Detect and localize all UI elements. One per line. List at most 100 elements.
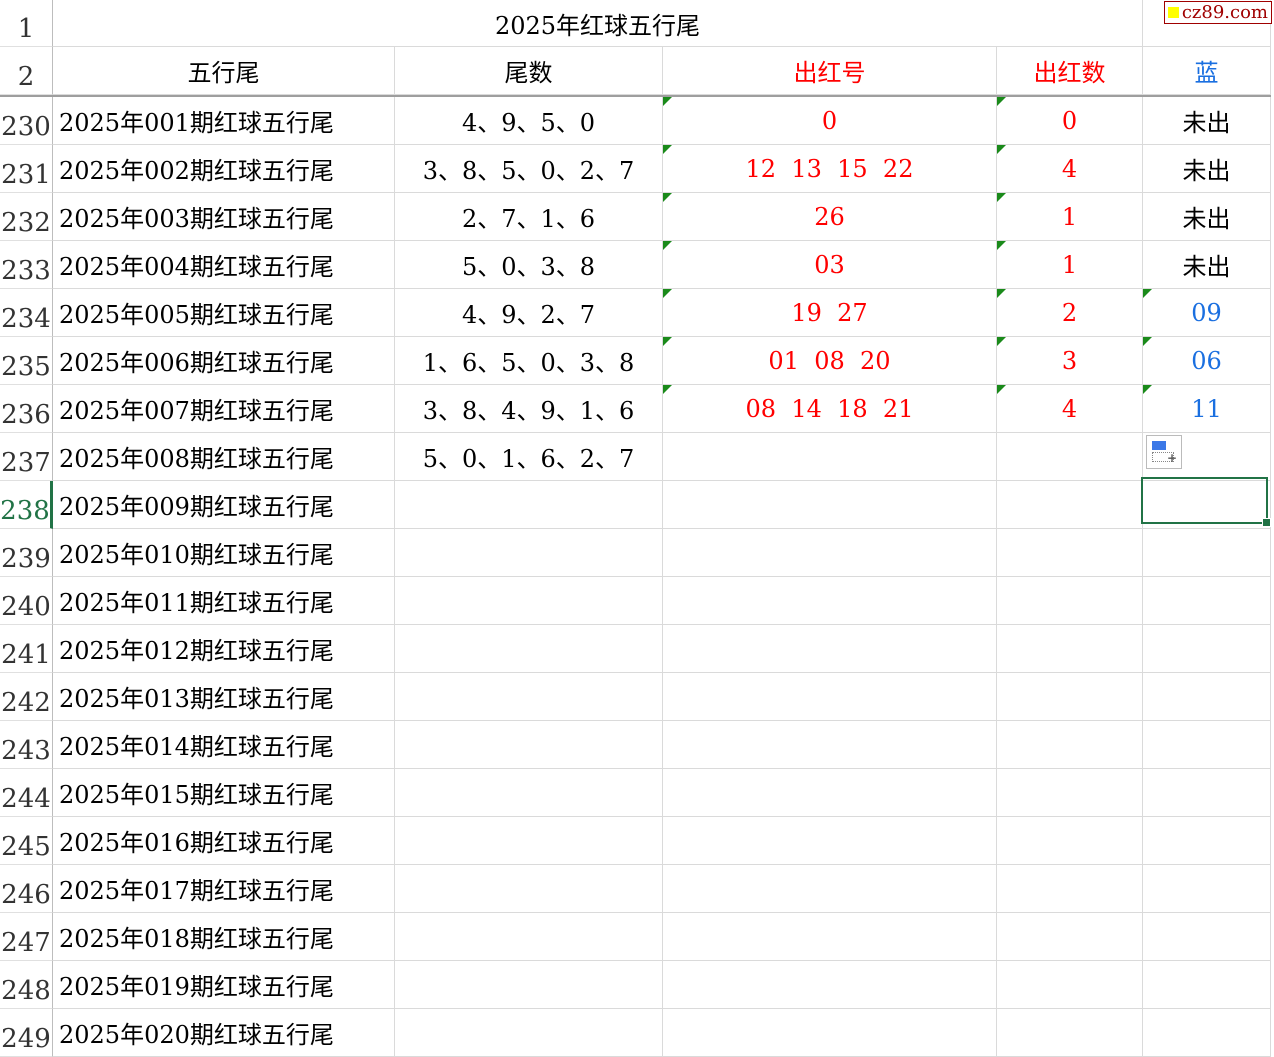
cell-period[interactable]: 2025年015期红球五行尾 [53,769,395,817]
row-header[interactable]: 231 [0,145,53,193]
cell-weishu[interactable]: 2、7、1、6 [395,193,663,241]
cell-red-numbers[interactable]: 08 14 18 21 [663,385,997,433]
cell-red-numbers[interactable]: 0 [663,97,997,145]
cell-weishu[interactable] [395,961,663,1009]
cell-weishu[interactable]: 5、0、3、8 [395,241,663,289]
cell-red-count[interactable] [997,721,1143,769]
cell-period[interactable]: 2025年009期红球五行尾 [53,481,395,529]
cell-red-numbers[interactable]: 03 [663,241,997,289]
cell-red-numbers[interactable] [663,865,997,913]
cell-blue[interactable] [1143,961,1271,1009]
cell-blue[interactable] [1143,673,1271,721]
row-header[interactable]: 240 [0,577,53,625]
cell-period[interactable]: 2025年017期红球五行尾 [53,865,395,913]
cell-period[interactable]: 2025年011期红球五行尾 [53,577,395,625]
row-header[interactable]: 239 [0,529,53,577]
cell-weishu[interactable]: 3、8、5、0、2、7 [395,145,663,193]
cell-blue[interactable] [1143,1009,1271,1057]
cell-red-numbers[interactable] [663,1009,997,1057]
cell-weishu[interactable] [395,577,663,625]
header-weishu[interactable]: 尾数 [395,47,663,95]
cell-weishu[interactable] [395,817,663,865]
cell-weishu[interactable] [395,625,663,673]
cell-period[interactable]: 2025年004期红球五行尾 [53,241,395,289]
cell-blue[interactable] [1143,913,1271,961]
cell-red-numbers[interactable]: 19 27 [663,289,997,337]
cell-blue[interactable] [1143,481,1271,529]
cell-red-count[interactable]: 0 [997,97,1143,145]
cell-red-count[interactable] [997,769,1143,817]
cell-period[interactable]: 2025年008期红球五行尾 [53,433,395,481]
cell-blue[interactable] [1143,529,1271,577]
row-header[interactable]: 234 [0,289,53,337]
row-header[interactable]: 248 [0,961,53,1009]
cell-red-numbers[interactable] [663,433,997,481]
cell-red-count[interactable]: 4 [997,145,1143,193]
cell-weishu[interactable]: 3、8、4、9、1、6 [395,385,663,433]
header-lan[interactable]: 蓝 [1143,47,1271,95]
cell-period[interactable]: 2025年014期红球五行尾 [53,721,395,769]
cell-red-count[interactable]: 1 [997,193,1143,241]
cell-red-numbers[interactable] [663,817,997,865]
row-header[interactable]: 247 [0,913,53,961]
cell-blue[interactable] [1143,625,1271,673]
cell-red-count[interactable] [997,817,1143,865]
cell-weishu[interactable]: 1、6、5、0、3、8 [395,337,663,385]
cell-period[interactable]: 2025年018期红球五行尾 [53,913,395,961]
row-header[interactable]: 244 [0,769,53,817]
cell-weishu[interactable] [395,673,663,721]
cell-period[interactable]: 2025年013期红球五行尾 [53,673,395,721]
cell-red-count[interactable] [997,673,1143,721]
cell-red-numbers[interactable] [663,913,997,961]
cell-red-count[interactable]: 4 [997,385,1143,433]
row-header[interactable]: 1 [0,0,53,47]
row-header[interactable]: 235 [0,337,53,385]
cell-weishu[interactable] [395,769,663,817]
cell-weishu[interactable] [395,721,663,769]
cell-weishu[interactable]: 4、9、2、7 [395,289,663,337]
cell-period[interactable]: 2025年012期红球五行尾 [53,625,395,673]
row-header[interactable]: 2 [0,47,53,95]
cell-red-count[interactable] [997,625,1143,673]
row-header[interactable]: 245 [0,817,53,865]
cell-red-count[interactable] [997,529,1143,577]
cell-period[interactable]: 2025年016期红球五行尾 [53,817,395,865]
cell-blue[interactable]: 11 [1143,385,1271,433]
sheet-title-cell[interactable]: 2025年红球五行尾 [53,0,1143,47]
cell-blue[interactable]: 09 [1143,289,1271,337]
row-header[interactable]: 246 [0,865,53,913]
cell-red-count[interactable] [997,481,1143,529]
row-header[interactable]: 232 [0,193,53,241]
cell-blue[interactable]: 未出 [1143,241,1271,289]
row-header[interactable]: 233 [0,241,53,289]
row-header[interactable]: 237 [0,433,53,481]
cell-red-numbers[interactable] [663,721,997,769]
row-header[interactable]: 249 [0,1009,53,1057]
row-header[interactable]: 243 [0,721,53,769]
cell-red-count[interactable] [997,433,1143,481]
cell-blue[interactable] [1143,769,1271,817]
cell-weishu[interactable]: 5、0、1、6、2、7 [395,433,663,481]
cell-weishu[interactable] [395,529,663,577]
cell-blue[interactable] [1143,433,1271,481]
cell-blue[interactable]: 06 [1143,337,1271,385]
cell-period[interactable]: 2025年001期红球五行尾 [53,97,395,145]
cell-period[interactable]: 2025年003期红球五行尾 [53,193,395,241]
cell-red-count[interactable] [997,577,1143,625]
header-chuhonghao[interactable]: 出红号 [663,47,997,95]
cell-red-numbers[interactable] [663,961,997,1009]
cell-red-count[interactable]: 1 [997,241,1143,289]
cell-weishu[interactable] [395,913,663,961]
row-header[interactable]: 241 [0,625,53,673]
cell-period[interactable]: 2025年010期红球五行尾 [53,529,395,577]
cell-red-numbers[interactable] [663,673,997,721]
cell-red-numbers[interactable] [663,481,997,529]
cell-red-numbers[interactable]: 26 [663,193,997,241]
cell-red-count[interactable]: 3 [997,337,1143,385]
cell-red-numbers[interactable] [663,529,997,577]
cell-weishu[interactable] [395,481,663,529]
cell-period[interactable]: 2025年005期红球五行尾 [53,289,395,337]
cell-blue[interactable]: 未出 [1143,97,1271,145]
selected-cell[interactable] [1141,477,1271,527]
cell-red-numbers[interactable]: 12 13 15 22 [663,145,997,193]
